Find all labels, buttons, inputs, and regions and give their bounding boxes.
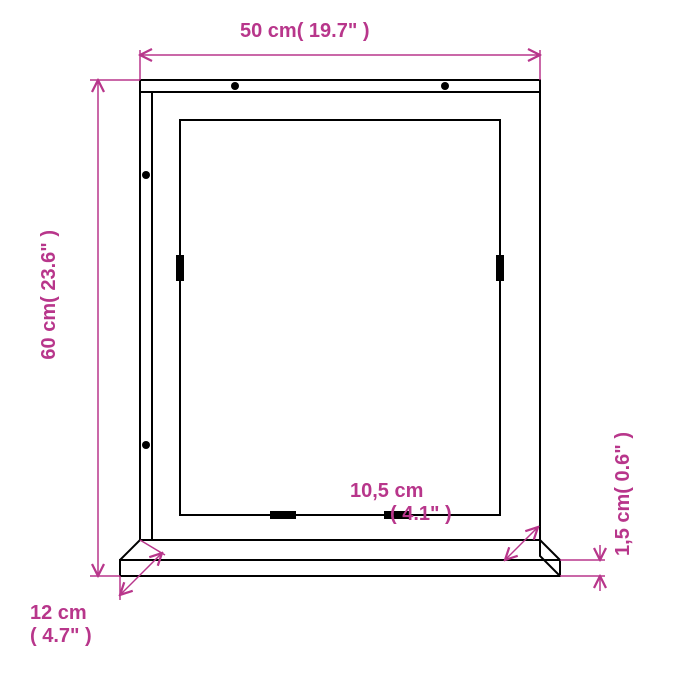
dim-thickness: 1,5 cm( 0.6" )	[612, 432, 635, 556]
dim-depth: 12 cm ( 4.7" )	[30, 602, 92, 648]
dim-width: 50 cm( 19.7" )	[240, 20, 370, 43]
dowels	[142, 82, 504, 519]
product-drawing	[120, 80, 560, 576]
dim-height: 60 cm( 23.6" )	[38, 230, 61, 360]
dim-inner-depth: 10,5 cm ( 4.1" )	[350, 480, 452, 526]
dimension-lines	[90, 50, 605, 600]
